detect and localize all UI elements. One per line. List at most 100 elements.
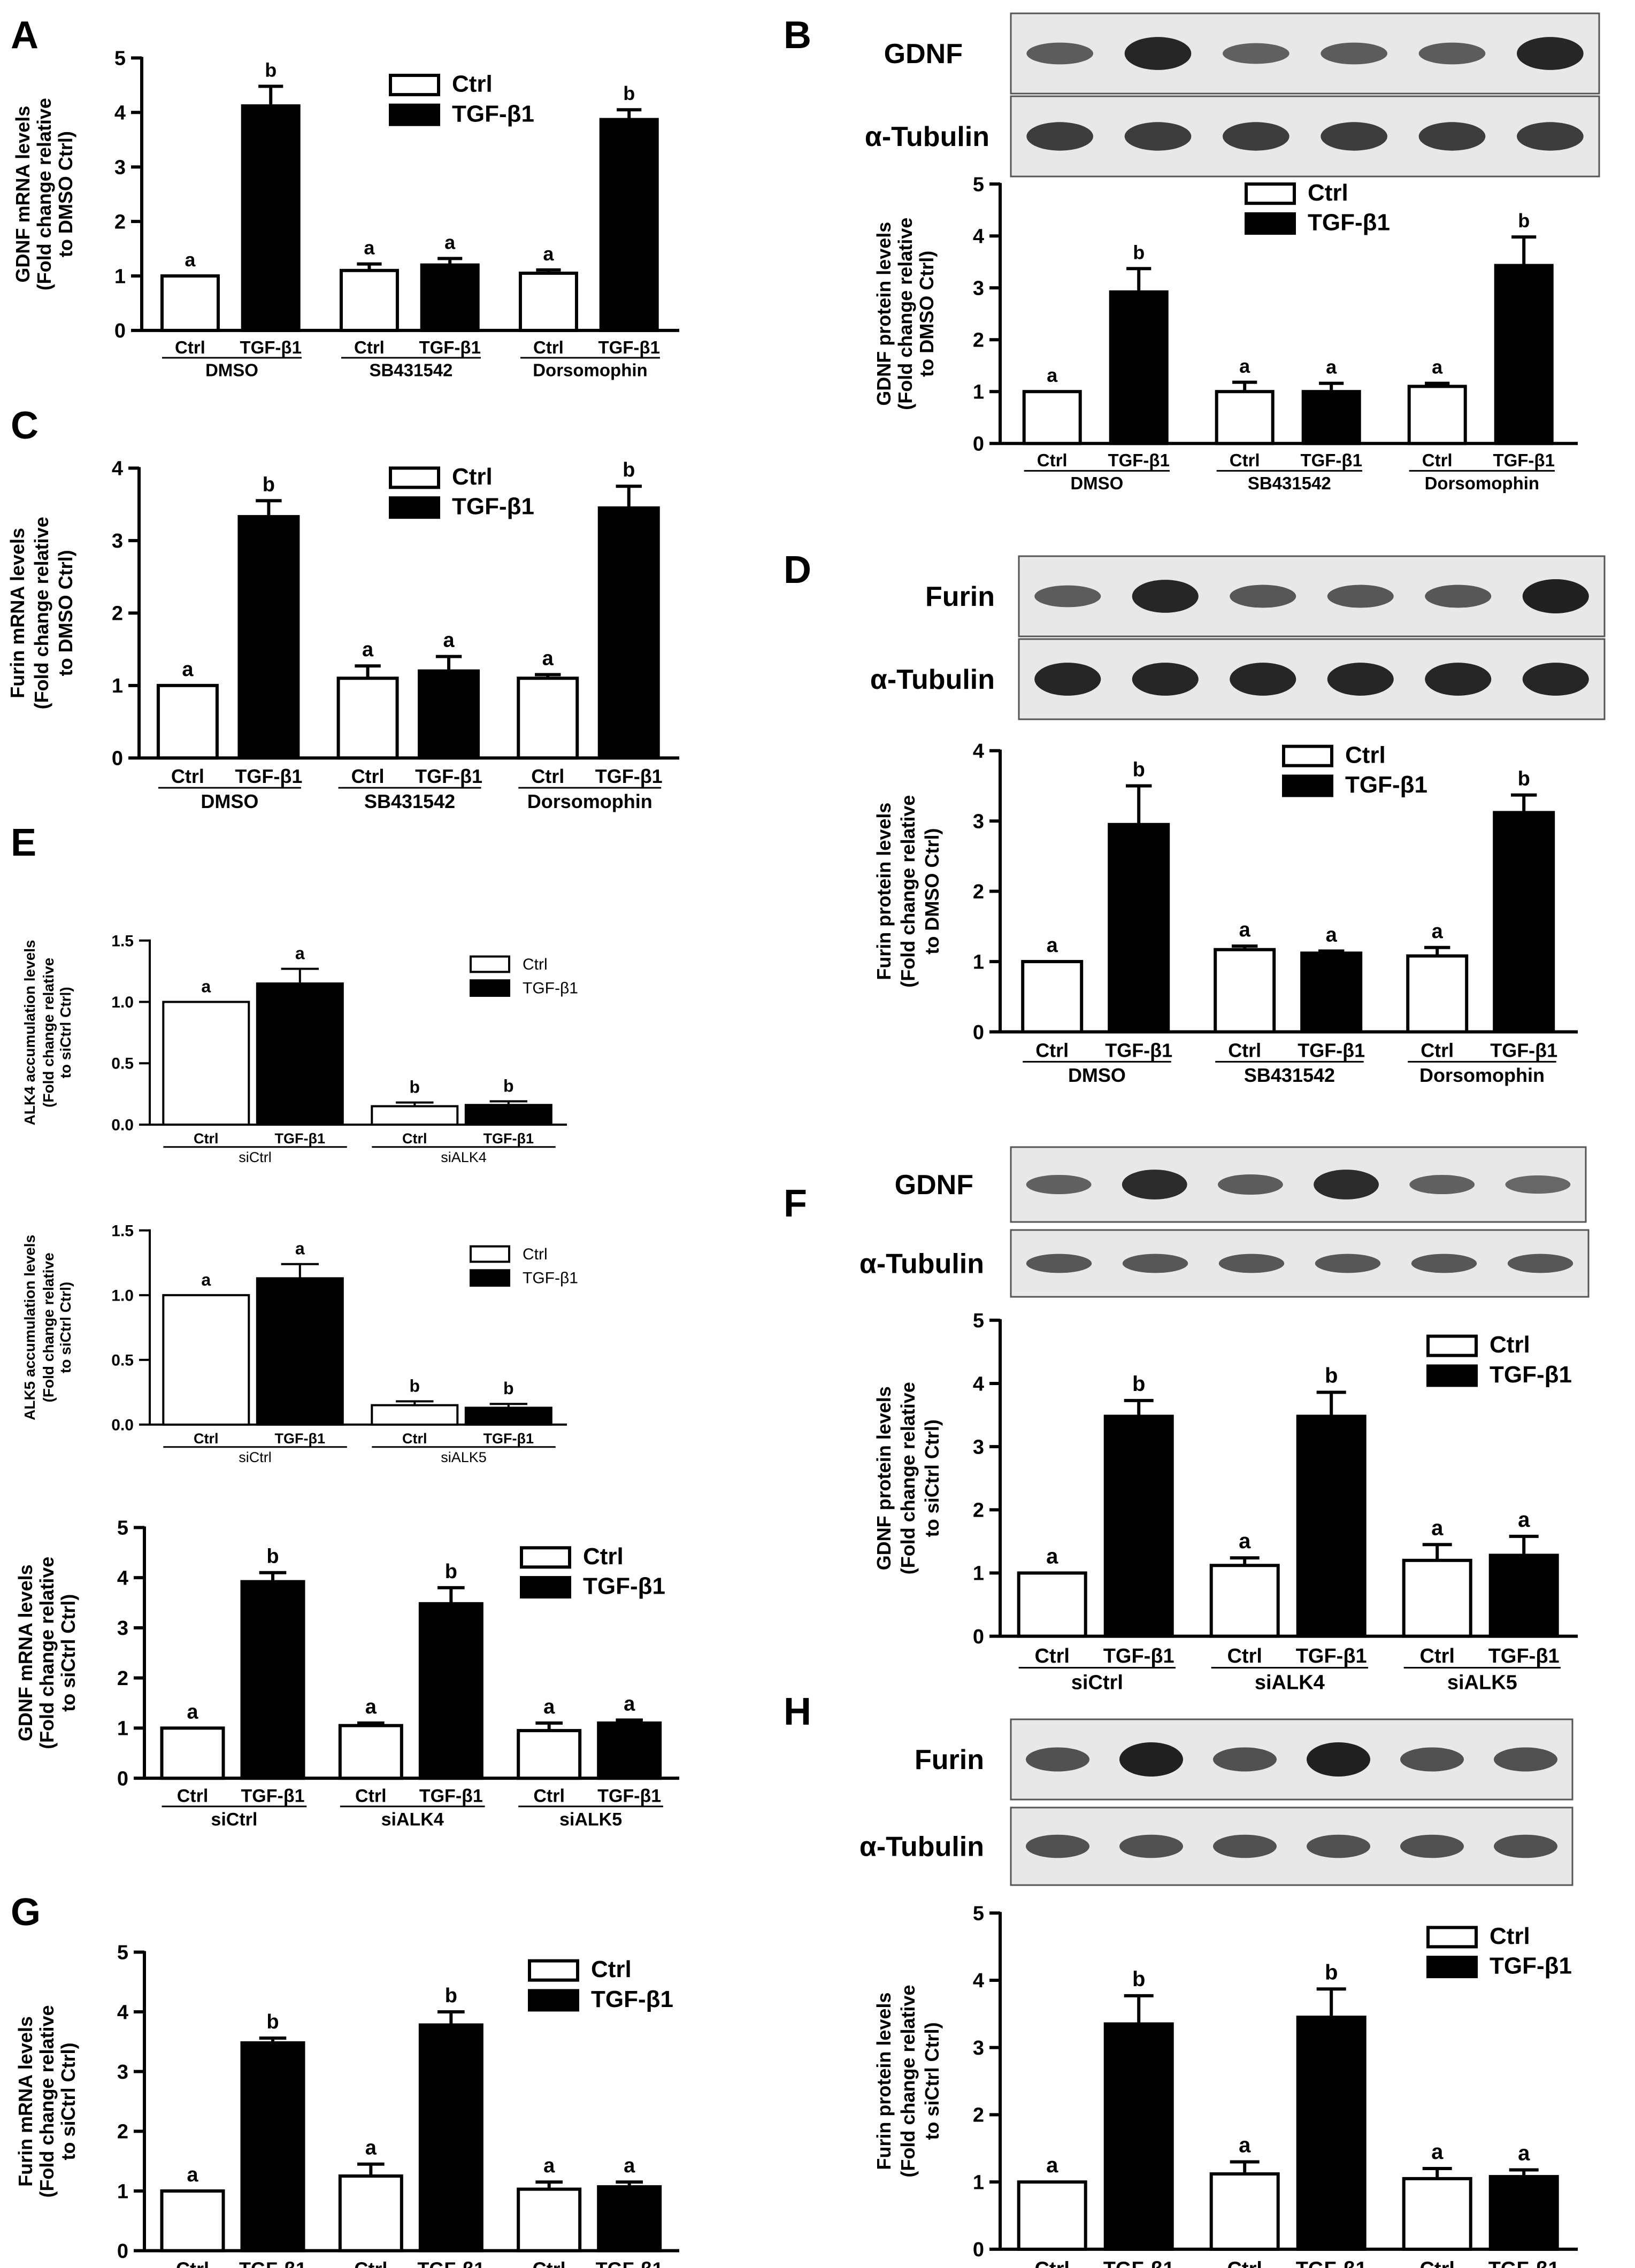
x-tick-label: TGF-β1 [1296, 1645, 1367, 1667]
x-tick-label: Ctrl [402, 1431, 427, 1447]
x-tick-label: Ctrl [533, 1786, 565, 1806]
y-tick-label: 1.0 [111, 994, 134, 1011]
y-tick-label: 4 [973, 225, 984, 248]
significance-letter: a [182, 658, 194, 681]
x-tick-label: TGF-β1 [1298, 1039, 1365, 1061]
significance-letter: a [1239, 2133, 1251, 2157]
y-tick-label: 2 [117, 1667, 128, 1690]
significance-letter: a [1239, 355, 1250, 377]
y-axis-label: Furin protein levels [873, 803, 895, 980]
y-axis-label: to siCtrl Ctrl) [921, 1419, 943, 1537]
blot-band [1230, 663, 1296, 696]
chart-panel-F: 0 1 2 3 4 5 GDNF protein levels (Fold change re… [873, 1310, 1578, 1694]
x-tick-label: TGF-β1 [239, 2258, 306, 2268]
legend-label-tgfb1: TGF-β1 [583, 1573, 665, 1600]
y-tick-label: 4 [112, 458, 123, 480]
panel-letter-E: E [11, 821, 36, 864]
y-tick-label: 1 [973, 381, 984, 404]
x-tick-label: Ctrl [355, 1786, 387, 1806]
y-axis-label: ALK4 accumulation levels [21, 940, 38, 1125]
significance-letter: b [623, 459, 635, 481]
x-tick-label: Ctrl [1419, 2258, 1454, 2268]
bar-tgfb1 [464, 1104, 552, 1126]
x-tick-label: Ctrl [533, 337, 564, 357]
bar-tgfb1 [1109, 290, 1169, 445]
blot-band [1026, 1834, 1089, 1858]
blot-H-tubulin: α-Tubulin [859, 1806, 1573, 1886]
bar-tgfb1 [464, 1406, 552, 1426]
bar-tgfb1 [241, 104, 301, 332]
y-tick-label: 0 [117, 2240, 128, 2263]
bar-ctrl [156, 683, 219, 760]
x-tick-label: TGF-β1 [483, 1131, 534, 1147]
y-axis-label: GDNF protein levels [873, 1386, 895, 1570]
chart-panel-B: 0 1 2 3 4 5 GDNF protein levels (Fold change re… [873, 173, 1578, 493]
blot-band [1494, 1747, 1557, 1772]
y-tick-label: 5 [973, 1310, 984, 1332]
blot-band [1418, 122, 1486, 151]
blot-band [1122, 1170, 1187, 1200]
x-tick-label: Ctrl [354, 337, 385, 357]
group-label: siCtrl [239, 1149, 272, 1165]
panel-letter-F: F [784, 1182, 807, 1225]
bar-tgfb1 [237, 515, 300, 760]
x-tick-label: Ctrl [1037, 450, 1068, 470]
blot-band [1314, 1170, 1379, 1200]
blot-band [1505, 1175, 1571, 1194]
blot-band [1119, 1742, 1183, 1777]
legend-label-tgfb1: TGF-β1 [452, 494, 534, 520]
blot-band [1026, 1174, 1092, 1195]
y-tick-label: 1 [114, 265, 126, 288]
x-tick-label: Ctrl [402, 1131, 427, 1147]
significance-letter: a [201, 977, 211, 996]
significance-letter: b [410, 1078, 420, 1097]
x-tick-label: Ctrl [354, 2258, 387, 2268]
x-tick-label: TGF-β1 [275, 1431, 325, 1447]
significance-letter: b [1518, 768, 1530, 790]
x-tick-label: TGF-β1 [1108, 450, 1169, 470]
blot-F-gdnf: GDNF [895, 1146, 1587, 1223]
bar-ctrl [338, 1724, 403, 1780]
x-tick-label: TGF-β1 [419, 1786, 483, 1806]
bar-ctrl [1209, 2172, 1280, 2251]
significance-letter: b [265, 59, 277, 81]
significance-letter: a [1432, 356, 1443, 378]
significance-letter: a [543, 1696, 555, 1718]
y-tick-label: 1.5 [111, 1222, 134, 1240]
blot-frame [1010, 1146, 1587, 1223]
significance-letter: a [187, 1701, 198, 1723]
significance-letter: a [364, 237, 375, 259]
legend-swatch-tgfb1 [389, 496, 440, 519]
legend-swatch-ctrl [389, 466, 440, 489]
blot-band [1425, 585, 1492, 608]
bar-ctrl [1021, 960, 1084, 1034]
bar-ctrl [1017, 2180, 1087, 2251]
blot-label: α-Tubulin [870, 664, 995, 695]
blot-band [1517, 37, 1584, 70]
group-label: siALK4 [441, 1149, 487, 1165]
y-axis-label: to DMSO Ctrl) [921, 828, 943, 955]
x-tick-label: TGF-β1 [1490, 1039, 1557, 1061]
bar-tgfb1 [1108, 822, 1170, 1034]
blot-D-furin: Furin [925, 555, 1606, 637]
bar-ctrl [162, 1294, 250, 1426]
y-tick-label: 2 [973, 1500, 984, 1522]
blot-frame [1010, 1806, 1573, 1886]
x-tick-label: TGF-β1 [595, 765, 663, 787]
x-tick-label: Ctrl [1421, 1039, 1454, 1061]
blot-band [1400, 1834, 1464, 1858]
x-tick-label: Ctrl [1230, 450, 1260, 470]
bar-ctrl [518, 271, 578, 332]
significance-letter: a [444, 231, 456, 253]
legend-label-ctrl: Ctrl [1490, 1923, 1530, 1949]
legend-label-tgfb1: TGF-β1 [523, 1270, 578, 1287]
chart-panel-H: 0 1 2 3 4 5 Furin protein levels (Fold change r… [873, 1903, 1578, 2268]
y-tick-label: 2 [973, 329, 984, 352]
significance-letter: b [266, 2011, 279, 2033]
significance-letter: a [365, 2137, 377, 2159]
x-tick-label: Ctrl [1034, 1645, 1069, 1667]
bar-tgfb1 [418, 2023, 483, 2252]
x-tick-label: Ctrl [177, 1786, 209, 1806]
y-tick-label: 3 [117, 1617, 128, 1640]
y-tick-label: 4 [973, 740, 984, 763]
